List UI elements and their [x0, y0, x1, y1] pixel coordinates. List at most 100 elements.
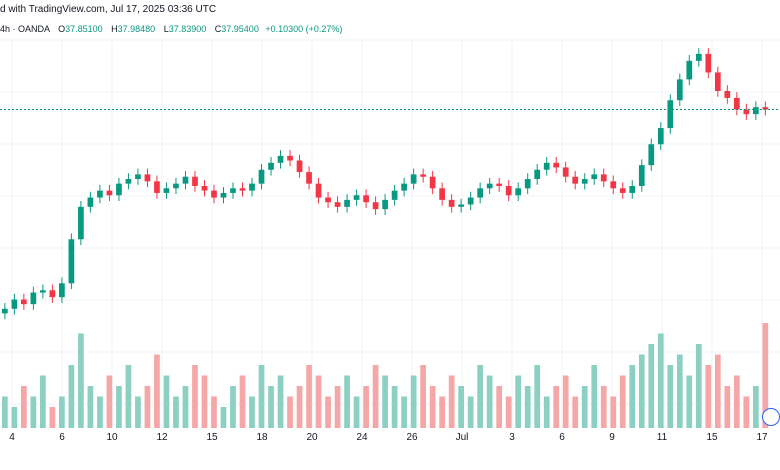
volume-bar: [277, 375, 284, 428]
volume-bar: [657, 333, 664, 428]
candle-body: [714, 72, 721, 91]
candle-body: [220, 192, 227, 198]
close-label: C: [214, 24, 222, 34]
candle-body: [448, 199, 455, 207]
candle-body: [667, 100, 674, 129]
candle-body: [724, 90, 731, 98]
volume-bar: [391, 386, 398, 428]
candle-body: [2, 308, 8, 314]
volume-bar: [258, 365, 265, 428]
volume-bar: [192, 365, 198, 428]
candle-body: [173, 183, 179, 189]
volume-bar: [334, 386, 341, 428]
x-tick-label: 12: [156, 432, 168, 443]
candle-body: [11, 299, 18, 309]
volume-bar: [315, 375, 322, 428]
volume-bar: [619, 375, 626, 428]
candle-body: [467, 197, 474, 205]
candle-body: [325, 197, 331, 203]
candle-body: [182, 176, 189, 184]
volume-bar: [325, 396, 331, 428]
volume-bar: [135, 396, 141, 428]
volume-bar: [572, 396, 579, 428]
candle-body: [543, 162, 550, 170]
candle-body: [515, 188, 522, 196]
candle-body: [78, 206, 84, 240]
attribution-text: d with TradingView.com, Jul 17, 2025 03:…: [0, 4, 217, 15]
volume-bar: [439, 396, 445, 428]
volume-bar: [667, 365, 674, 428]
volume-bar: [201, 375, 208, 428]
volume-bar: [211, 396, 217, 428]
volume-bar: [705, 365, 712, 428]
volume-bar: [429, 386, 436, 428]
x-tick-label: 6: [559, 432, 565, 443]
volume-bar: [353, 396, 360, 428]
volume-bar: [372, 365, 379, 428]
candle-body: [59, 283, 65, 298]
candle-body: [572, 176, 579, 184]
candle-body: [135, 174, 141, 180]
candle-body: [230, 188, 236, 193]
volume-bar: [543, 396, 550, 428]
volume-bar: [752, 386, 759, 428]
volume-bar: [676, 354, 683, 428]
volume-bar: [59, 396, 65, 428]
candlestick-chart[interactable]: [0, 0, 780, 428]
volume-bar: [467, 396, 474, 428]
candle-body: [553, 162, 560, 168]
volume-bar: [505, 396, 512, 428]
candle-body: [410, 174, 417, 184]
candle-body: [657, 128, 664, 145]
open-value: 37.85100: [65, 24, 103, 34]
source-label: OANDA: [18, 24, 50, 34]
change-value: +0.10300 (+0.27%): [265, 24, 343, 34]
volume-bar: [724, 386, 731, 428]
candle-body: [420, 174, 426, 177]
volume-bar: [230, 386, 236, 428]
x-tick-label: 20: [306, 432, 318, 443]
volume-bar: [21, 386, 27, 428]
volume-bar: [448, 375, 455, 428]
volume-bar: [733, 375, 740, 428]
candle-body: [87, 197, 94, 207]
high-label: H: [111, 24, 118, 34]
candle-body: [458, 204, 464, 207]
candle-body: [40, 290, 46, 293]
candle-body: [534, 169, 541, 180]
candle-body: [695, 53, 702, 61]
volume-bar: [610, 396, 617, 428]
volume-bar: [11, 407, 18, 428]
candle-body: [591, 174, 598, 180]
candle-body: [144, 174, 151, 182]
low-label: L: [163, 24, 169, 34]
candle-body: [401, 183, 407, 191]
volume-bar: [553, 386, 560, 428]
volume-bar: [363, 386, 369, 428]
volume-bar: [2, 396, 8, 428]
chart-header: d with TradingView.com, Jul 17, 2025 03:…: [0, 0, 780, 40]
go-to-realtime-icon[interactable]: [762, 408, 780, 426]
x-tick-label: 9: [609, 432, 615, 443]
candle-body: [116, 183, 122, 196]
candle-body: [496, 183, 503, 186]
candle-body: [30, 292, 37, 305]
candle-body: [334, 202, 341, 207]
x-tick-label: 15: [206, 432, 218, 443]
interval-label: 4h: [0, 24, 11, 34]
volume-bar: [486, 375, 493, 428]
high-value: 37.98480: [117, 24, 156, 34]
candle-body: [106, 190, 113, 196]
volume-bar: [144, 386, 151, 428]
volume-bar: [420, 365, 426, 428]
candle-body: [277, 155, 284, 163]
x-tick-label: 10: [106, 432, 118, 443]
candle-body: [486, 183, 493, 189]
candle-body: [344, 199, 350, 207]
candle-body: [762, 107, 769, 110]
open-label: O: [58, 24, 66, 34]
volume-bar: [638, 354, 645, 428]
volume-bar: [78, 333, 84, 428]
candle-body: [676, 79, 683, 101]
x-tick-label: 4: [9, 432, 15, 443]
